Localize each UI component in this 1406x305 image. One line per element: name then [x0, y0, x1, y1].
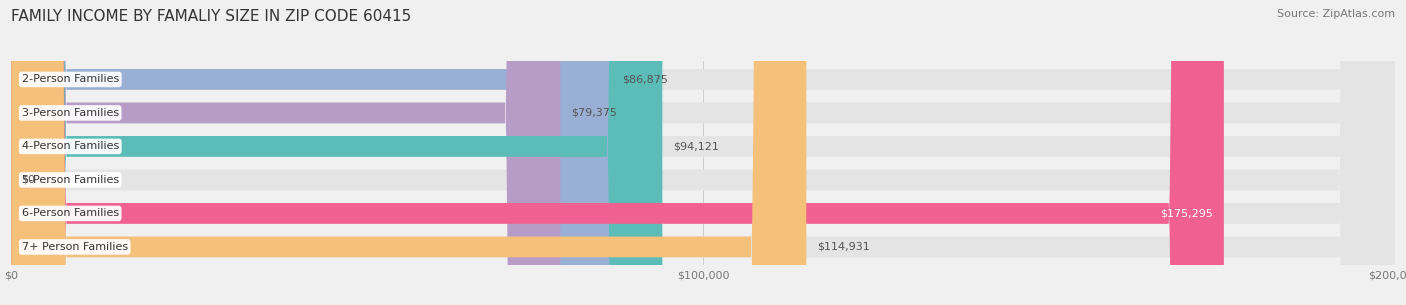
Text: 5-Person Families: 5-Person Families: [21, 175, 118, 185]
FancyBboxPatch shape: [11, 0, 612, 305]
FancyBboxPatch shape: [11, 0, 561, 305]
Text: $86,875: $86,875: [623, 74, 668, 84]
Text: $79,375: $79,375: [571, 108, 617, 118]
FancyBboxPatch shape: [11, 0, 1395, 305]
Text: $94,121: $94,121: [672, 142, 718, 151]
Text: 3-Person Families: 3-Person Families: [21, 108, 118, 118]
FancyBboxPatch shape: [11, 0, 806, 305]
Text: 7+ Person Families: 7+ Person Families: [21, 242, 128, 252]
FancyBboxPatch shape: [11, 0, 1395, 305]
Text: Source: ZipAtlas.com: Source: ZipAtlas.com: [1277, 9, 1395, 19]
FancyBboxPatch shape: [11, 0, 1395, 305]
FancyBboxPatch shape: [11, 0, 662, 305]
Text: $175,295: $175,295: [1160, 208, 1213, 218]
FancyBboxPatch shape: [11, 0, 1395, 305]
Text: FAMILY INCOME BY FAMALIY SIZE IN ZIP CODE 60415: FAMILY INCOME BY FAMALIY SIZE IN ZIP COD…: [11, 9, 412, 24]
Text: 6-Person Families: 6-Person Families: [21, 208, 118, 218]
Text: $0: $0: [21, 175, 35, 185]
FancyBboxPatch shape: [11, 0, 1395, 305]
FancyBboxPatch shape: [11, 0, 1223, 305]
Text: 2-Person Families: 2-Person Families: [21, 74, 120, 84]
Text: 4-Person Families: 4-Person Families: [21, 142, 120, 151]
Text: $114,931: $114,931: [817, 242, 869, 252]
FancyBboxPatch shape: [11, 0, 1395, 305]
